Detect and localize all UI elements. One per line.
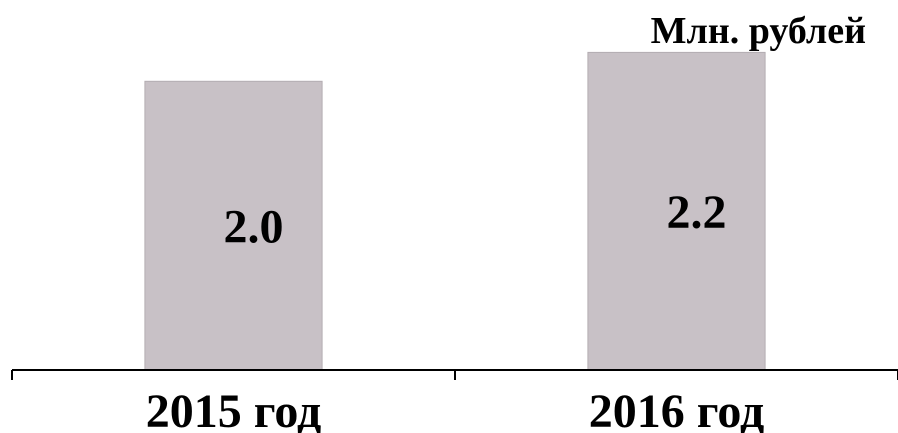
value-label-1: 2.0 — [224, 201, 284, 254]
category-labels: 2015 год 2016 год — [146, 385, 765, 433]
bar-2 — [587, 51, 766, 371]
value-label-2: 2.2 — [667, 186, 727, 239]
bar-1 — [144, 80, 323, 371]
category-label-2: 2016 год — [589, 385, 765, 433]
x-axis — [11, 369, 898, 380]
unit-label: Млн. рублей — [651, 10, 866, 52]
category-label-1: 2015 год — [146, 385, 322, 433]
bars-group: 2.0 2.2 — [144, 51, 766, 371]
